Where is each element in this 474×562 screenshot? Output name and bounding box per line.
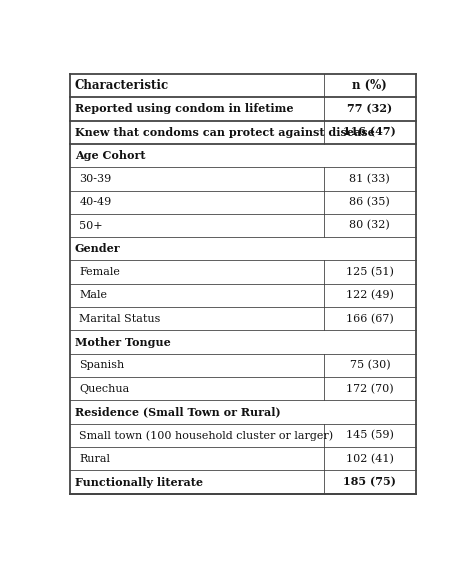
Text: Spanish: Spanish bbox=[80, 360, 125, 370]
Text: Functionally literate: Functionally literate bbox=[75, 477, 203, 487]
Text: Age Cohort: Age Cohort bbox=[75, 150, 145, 161]
Bar bbox=[70, 121, 416, 144]
Bar bbox=[70, 424, 416, 447]
Bar bbox=[70, 307, 416, 330]
Text: 122 (49): 122 (49) bbox=[346, 291, 394, 301]
Text: Reported using condom in lifetime: Reported using condom in lifetime bbox=[75, 103, 293, 115]
Text: Characteristic: Characteristic bbox=[75, 79, 169, 92]
Text: 125 (51): 125 (51) bbox=[346, 267, 394, 277]
Text: 172 (70): 172 (70) bbox=[346, 384, 393, 394]
Text: 40-49: 40-49 bbox=[80, 197, 112, 207]
Text: 77 (32): 77 (32) bbox=[347, 103, 392, 115]
Bar bbox=[70, 74, 416, 97]
Text: Rural: Rural bbox=[80, 454, 110, 464]
Text: 80 (32): 80 (32) bbox=[349, 220, 390, 230]
Text: 102 (41): 102 (41) bbox=[346, 454, 394, 464]
Text: 166 (67): 166 (67) bbox=[346, 314, 394, 324]
Text: Quechua: Quechua bbox=[80, 384, 130, 394]
Text: Knew that condoms can protect against disease: Knew that condoms can protect against di… bbox=[75, 126, 374, 138]
Bar bbox=[70, 470, 416, 493]
Bar bbox=[70, 447, 416, 470]
Bar bbox=[70, 144, 416, 167]
Text: Marital Status: Marital Status bbox=[80, 314, 161, 324]
Text: 81 (33): 81 (33) bbox=[349, 174, 390, 184]
Text: 75 (30): 75 (30) bbox=[349, 360, 390, 370]
Bar bbox=[70, 167, 416, 191]
Text: Residence (Small Town or Rural): Residence (Small Town or Rural) bbox=[75, 406, 280, 418]
Text: 185 (75): 185 (75) bbox=[343, 477, 396, 487]
Bar bbox=[70, 377, 416, 400]
Text: 116 (47): 116 (47) bbox=[344, 126, 396, 138]
Bar bbox=[70, 97, 416, 121]
Text: 145 (59): 145 (59) bbox=[346, 430, 394, 441]
Text: n (%): n (%) bbox=[353, 79, 387, 92]
Text: Small town (100 household cluster or larger): Small town (100 household cluster or lar… bbox=[80, 430, 334, 441]
Bar bbox=[70, 284, 416, 307]
Text: 30-39: 30-39 bbox=[80, 174, 112, 184]
Bar bbox=[70, 330, 416, 353]
Text: 50+: 50+ bbox=[80, 220, 103, 230]
Text: Gender: Gender bbox=[75, 243, 120, 255]
Text: Male: Male bbox=[80, 291, 108, 301]
Bar bbox=[70, 400, 416, 424]
Bar bbox=[70, 237, 416, 261]
Bar bbox=[70, 191, 416, 214]
Text: Mother Tongue: Mother Tongue bbox=[75, 337, 171, 348]
Text: Female: Female bbox=[80, 267, 120, 277]
Bar bbox=[70, 353, 416, 377]
Bar bbox=[70, 214, 416, 237]
Text: 86 (35): 86 (35) bbox=[349, 197, 390, 207]
Bar bbox=[70, 261, 416, 284]
